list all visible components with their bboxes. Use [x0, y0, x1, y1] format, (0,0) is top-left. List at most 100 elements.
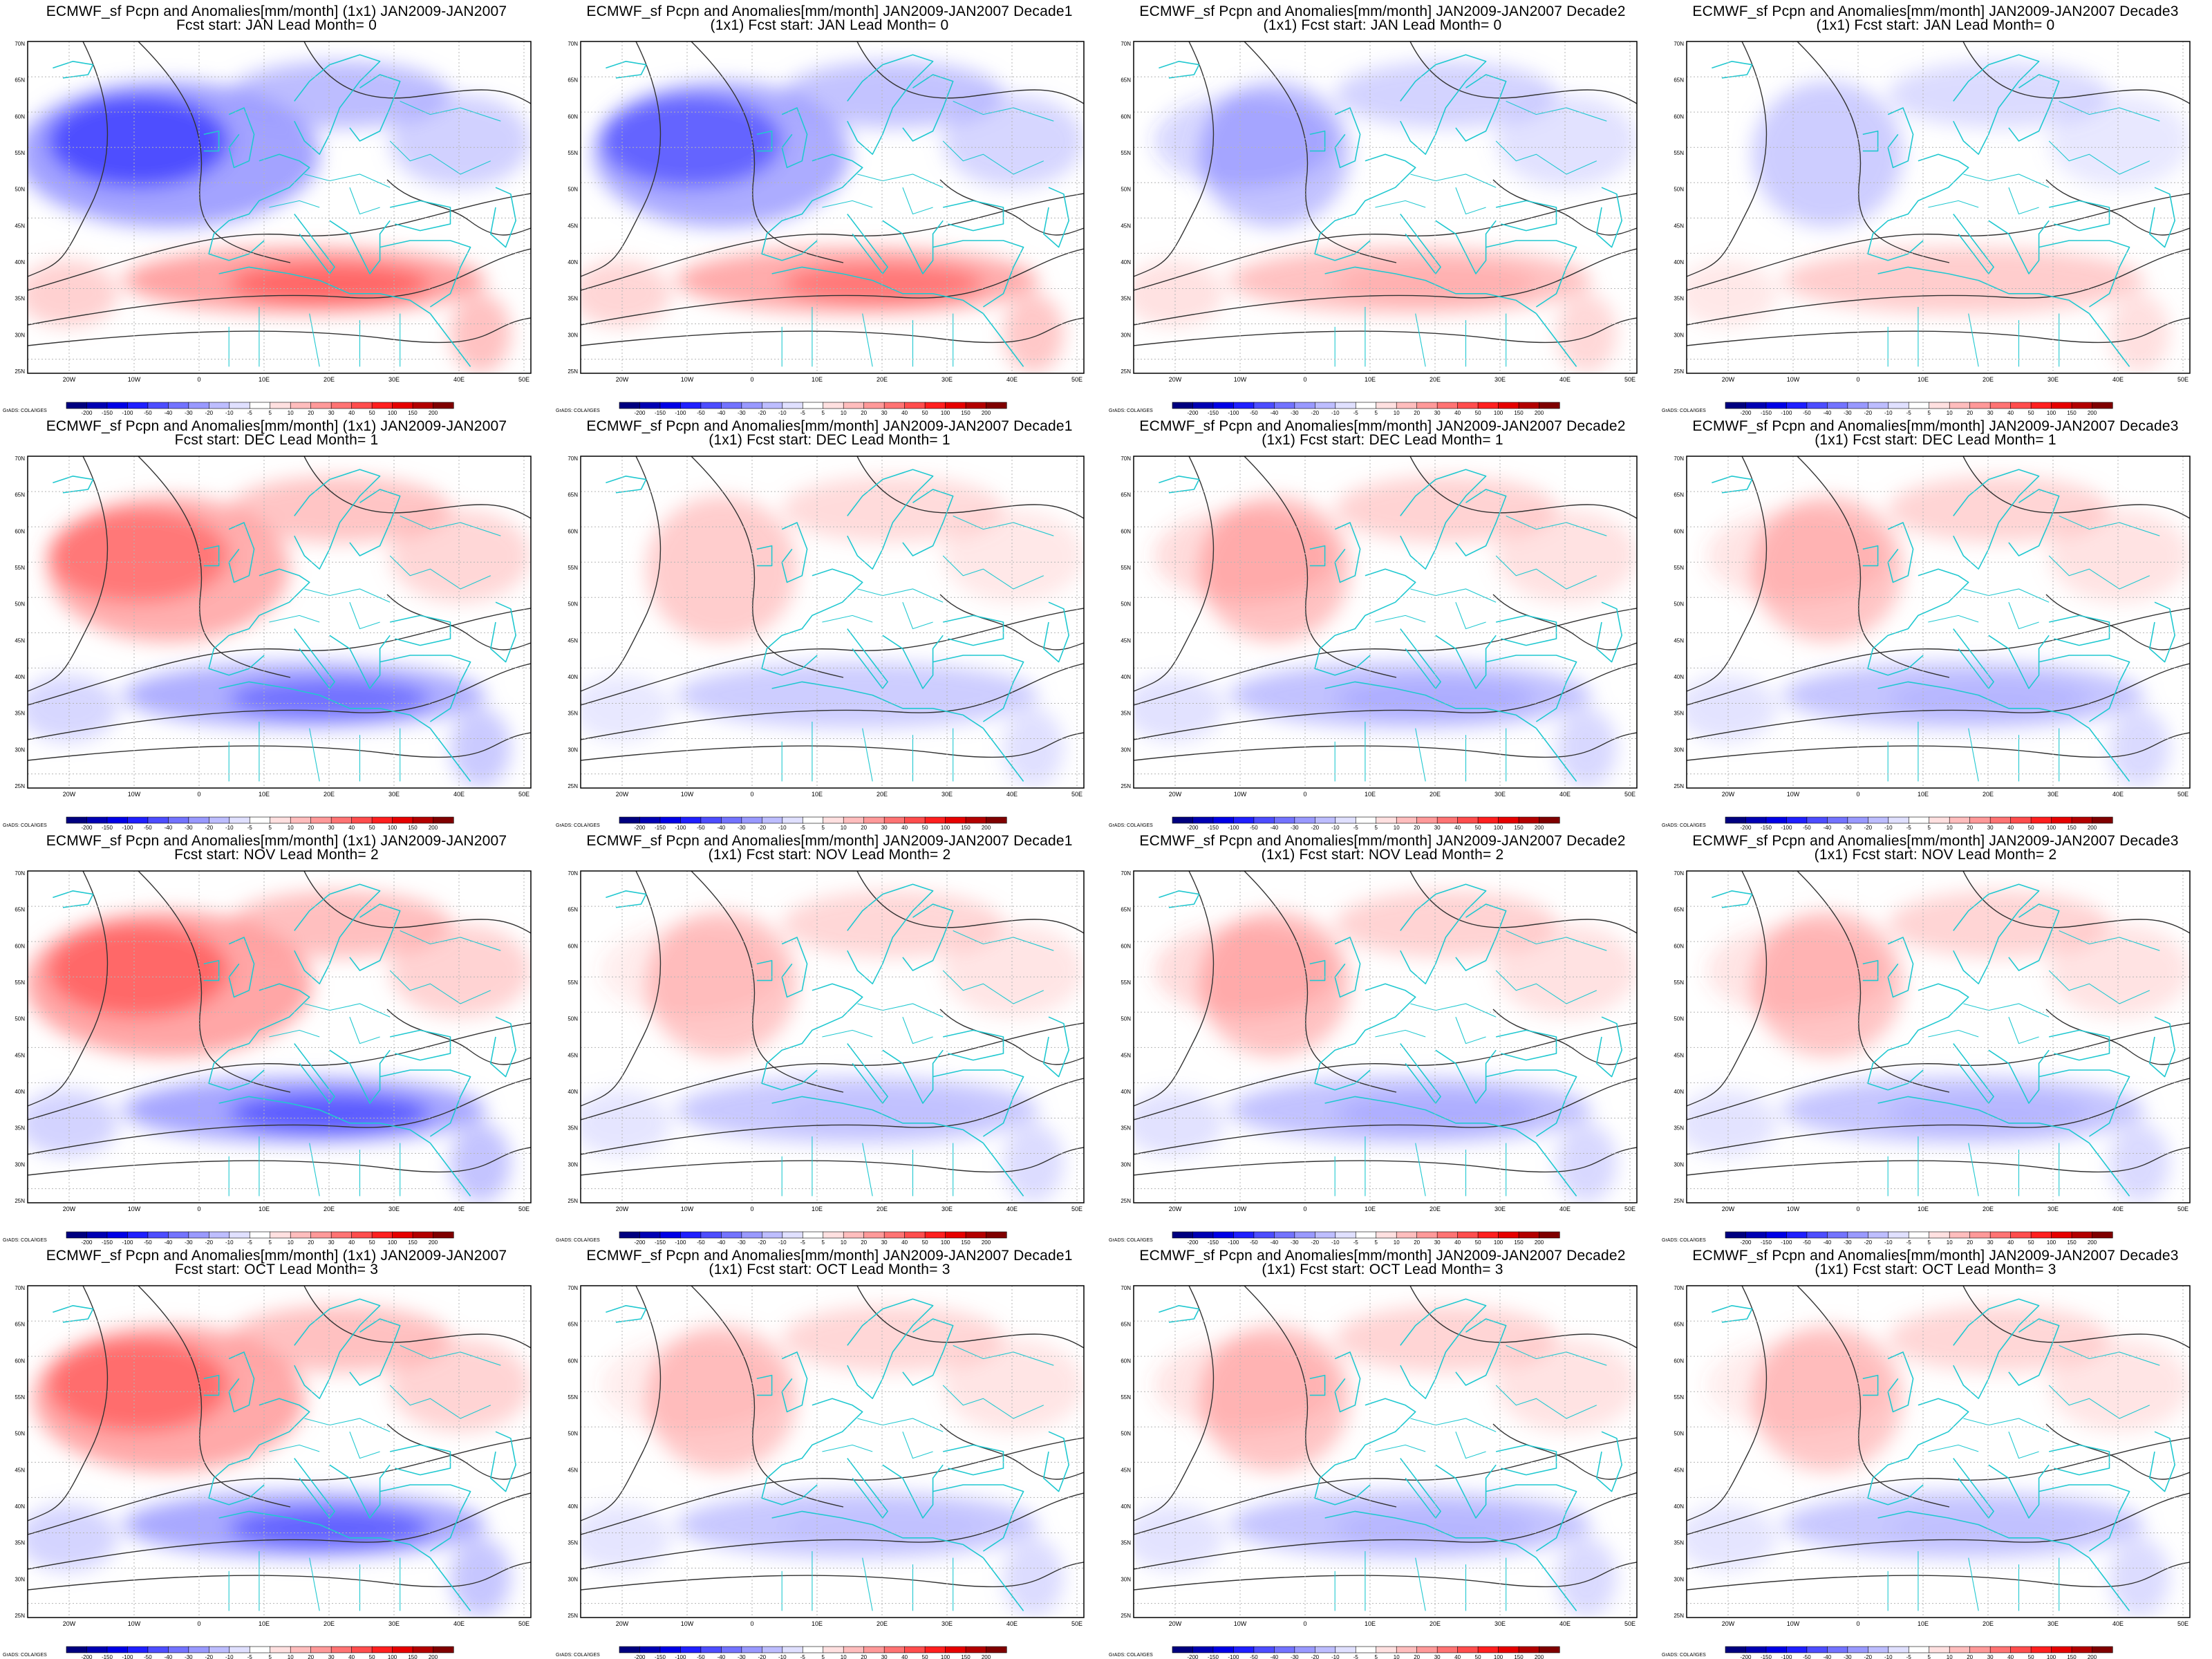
grads-credit: GrADS: COLA/IGES [1109, 1238, 1153, 1243]
lat-tick-label: 40N [15, 1503, 25, 1510]
colorbar-swatch [1888, 816, 1909, 824]
panel-subtitle: (1x1) Fcst start: JAN Lead Month= 0 [1263, 17, 1502, 33]
colorbar-swatch [86, 402, 108, 409]
colorbar-swatch [1498, 1231, 1519, 1239]
lat-tick-label: 55N [568, 980, 578, 986]
colorbar-swatch [86, 1231, 108, 1239]
precip-contours [1134, 41, 1637, 346]
colorbar-swatch [1396, 402, 1418, 409]
lat-tick-label: 30N [568, 747, 578, 753]
lon-tick-label: 20W [1722, 376, 1735, 383]
colorbar-swatch [371, 816, 393, 824]
colorbar-swatch [1335, 1646, 1356, 1653]
colorbar-swatch [371, 1231, 393, 1239]
coastlines [53, 469, 517, 782]
colorbar-swatch [1192, 1231, 1214, 1239]
colorbar-swatch [619, 1231, 641, 1239]
lon-tick-label: 10W [1787, 376, 1800, 383]
colorbar-tick-label: 30 [328, 825, 335, 830]
colorbar-swatch [1725, 1231, 1747, 1239]
colorbar-tick-label: 200 [982, 825, 991, 830]
lat-tick-label: 45N [1674, 1467, 1684, 1473]
coastlines [606, 469, 1070, 782]
lat-tick-label: 30N [568, 332, 578, 338]
colorbar-tick-label: 30 [881, 825, 888, 830]
lat-tick-label: 70N [15, 870, 25, 877]
colorbar-tick-label: -30 [1844, 825, 1852, 830]
colorbar-tick-label: -5 [1906, 825, 1912, 830]
lon-tick-label: 20W [616, 1206, 629, 1212]
colorbar-swatch [147, 1646, 169, 1653]
colorbar-tick-label: -100 [122, 410, 133, 415]
colorbar-swatch [1477, 1231, 1499, 1239]
colorbar-tick-label: -10 [225, 1239, 234, 1244]
colorbar-tick-label: -200 [81, 1239, 93, 1244]
lat-tick-label: 45N [568, 1052, 578, 1058]
colorbar-swatch [1294, 816, 1315, 824]
colorbar-swatch [639, 1231, 661, 1239]
lon-tick-label: 10W [128, 376, 141, 383]
colorbar-tick-label: -20 [1864, 1239, 1873, 1244]
colorbar-swatch [351, 1646, 373, 1653]
colorbar-tick-label: 150 [408, 1239, 418, 1244]
graticule [581, 456, 1084, 788]
colorbar-swatch [1457, 816, 1479, 824]
lon-tick-label: 40E [1559, 1206, 1571, 1212]
precip-contours [581, 1286, 1084, 1591]
colorbar: -200 -150 -100 -50 -40 -30 -20 -10 -5 5 10 20 30 40 50… [619, 1231, 1007, 1244]
grads-credit: GrADS: COLA/IGES [1109, 823, 1153, 828]
anomaly-field [1687, 456, 2190, 788]
colorbar-swatch [986, 1231, 1007, 1239]
colorbar-tick-label: 10 [288, 1654, 294, 1659]
colorbar-swatch [1989, 816, 2012, 824]
colorbar-tick-label: -200 [1740, 825, 1752, 830]
colorbar-swatch [863, 816, 885, 824]
colorbar-swatch [741, 1231, 762, 1239]
lat-tick-label: 40N [1674, 1503, 1684, 1510]
precip-contours [1134, 871, 1637, 1176]
lon-tick-label: 30E [941, 791, 953, 798]
colorbar-tick-label: -5 [247, 1239, 253, 1244]
colorbar: -200 -150 -100 -50 -40 -30 -20 -10 -5 5 10 20 30 40 50… [619, 402, 1007, 415]
colorbar-swatch [924, 1231, 946, 1239]
colorbar-swatch [433, 816, 454, 824]
lon-tick-label: 20W [616, 791, 629, 798]
colorbar-tick-label: -10 [1331, 825, 1340, 830]
lat-tick-label: 50N [1674, 1431, 1684, 1437]
colorbar-swatch [639, 402, 661, 409]
colorbar-tick-label: 5 [1928, 1654, 1931, 1659]
colorbar-tick-label: -30 [1291, 825, 1299, 830]
lon-tick-label: 20W [63, 1620, 76, 1627]
colorbar-tick-label: -20 [1864, 1654, 1873, 1659]
colorbar-swatch [965, 1231, 987, 1239]
colorbar-swatch [1765, 1231, 1788, 1239]
lat-tick-label: 30N [1121, 332, 1131, 338]
colorbar-swatch [721, 402, 742, 409]
colorbar-tick-label: -30 [1291, 1654, 1299, 1659]
colorbar-tick-label: -40 [1271, 1654, 1279, 1659]
lat-tick-label: 25N [1674, 368, 1684, 375]
lat-tick-label: 55N [568, 1394, 578, 1400]
colorbar-tick-label: -150 [1208, 825, 1219, 830]
anomaly-map: 70N 65N 60N 55N 50N 45N 40N 35N 30N 25N 20W 10W 0 10E… [1662, 456, 2191, 830]
colorbar-swatch [1949, 816, 1971, 824]
colorbar-tick-label: 100 [1494, 1239, 1503, 1244]
lat-tick-label: 55N [1674, 150, 1684, 156]
graticule [581, 1286, 1084, 1618]
country-borders [781, 1344, 1054, 1611]
colorbar-tick-label: -40 [1824, 410, 1832, 415]
panel-title: ECMWF_sf Pcpn and Anomalies[mm/month] JA… [1139, 3, 1626, 19]
colorbar-swatch [863, 1646, 885, 1653]
colorbar-swatch [1294, 1231, 1315, 1239]
colorbar-tick-label: 40 [2007, 410, 2014, 415]
colorbar-tick-label: -50 [144, 1239, 152, 1244]
colorbar-swatch [2051, 1231, 2072, 1239]
colorbar-swatch [168, 816, 189, 824]
lat-tick-label: 25N [1674, 783, 1684, 789]
colorbar-tick-label: 20 [1414, 1654, 1420, 1659]
colorbar-swatch [1233, 816, 1255, 824]
colorbar-swatch [1806, 1646, 1828, 1653]
colorbar-tick-label: 10 [1947, 825, 1953, 830]
lon-tick-label: 40E [1006, 1206, 1018, 1212]
colorbar-tick-label: -50 [1803, 1239, 1811, 1244]
